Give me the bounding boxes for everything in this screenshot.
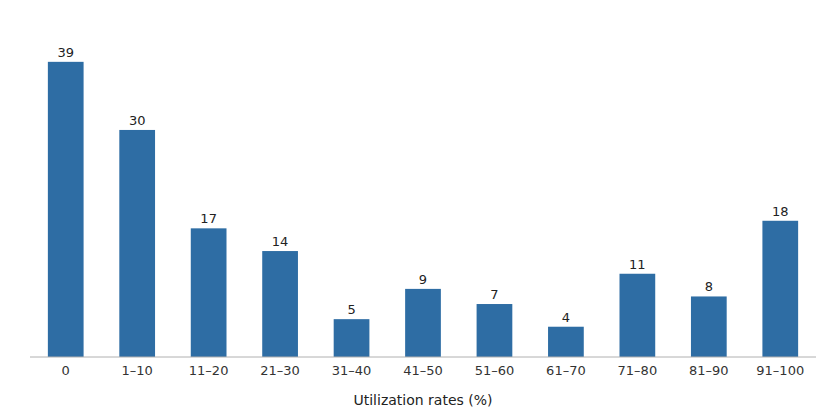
x-tick-label: 51–60 <box>475 363 515 378</box>
data-label: 39 <box>57 45 74 60</box>
bar <box>405 289 441 357</box>
data-label: 5 <box>347 302 355 317</box>
x-axis-label: Utilization rates (%) <box>353 392 492 408</box>
bar <box>762 221 798 357</box>
x-tick-label: 11–20 <box>189 363 229 378</box>
x-tick-label: 71–80 <box>618 363 658 378</box>
bar <box>119 130 155 357</box>
chart: 39 30 17 14 5 9 7 4 11 8 18 0 1–10 11–20 21–30 31–40 41–… <box>0 0 836 419</box>
bar <box>262 251 298 357</box>
x-tick-label: 81–90 <box>689 363 729 378</box>
data-label: 9 <box>419 272 427 287</box>
data-label: 8 <box>705 279 713 294</box>
x-tick-label: 41–50 <box>403 363 443 378</box>
x-tick-label: 0 <box>62 363 70 378</box>
bar <box>691 296 727 357</box>
bars <box>48 62 798 357</box>
bar <box>477 304 513 357</box>
data-label: 18 <box>772 204 789 219</box>
bar <box>334 319 370 357</box>
x-tick-label: 61–70 <box>546 363 586 378</box>
x-tick-label: 21–30 <box>260 363 300 378</box>
x-tick-label: 91–100 <box>756 363 804 378</box>
data-labels: 39 30 17 14 5 9 7 4 11 8 18 <box>57 45 788 325</box>
bar <box>48 62 84 357</box>
x-axis-line <box>30 357 816 358</box>
x-tick-labels: 0 1–10 11–20 21–30 31–40 41–50 51–60 61–70 71–80… <box>62 363 805 378</box>
data-label: 7 <box>490 287 498 302</box>
x-tick-label: 1–10 <box>122 363 153 378</box>
bar <box>191 228 227 357</box>
data-label: 30 <box>129 113 146 128</box>
data-label: 14 <box>272 234 289 249</box>
data-label: 4 <box>562 310 570 325</box>
data-label: 11 <box>629 257 646 272</box>
bar <box>620 274 656 357</box>
x-tick-label: 31–40 <box>332 363 372 378</box>
bar <box>548 327 584 357</box>
data-label: 17 <box>200 211 217 226</box>
chart-container: 39 30 17 14 5 9 7 4 11 8 18 0 1–10 11–20 21–30 31–40 41–… <box>0 0 836 419</box>
